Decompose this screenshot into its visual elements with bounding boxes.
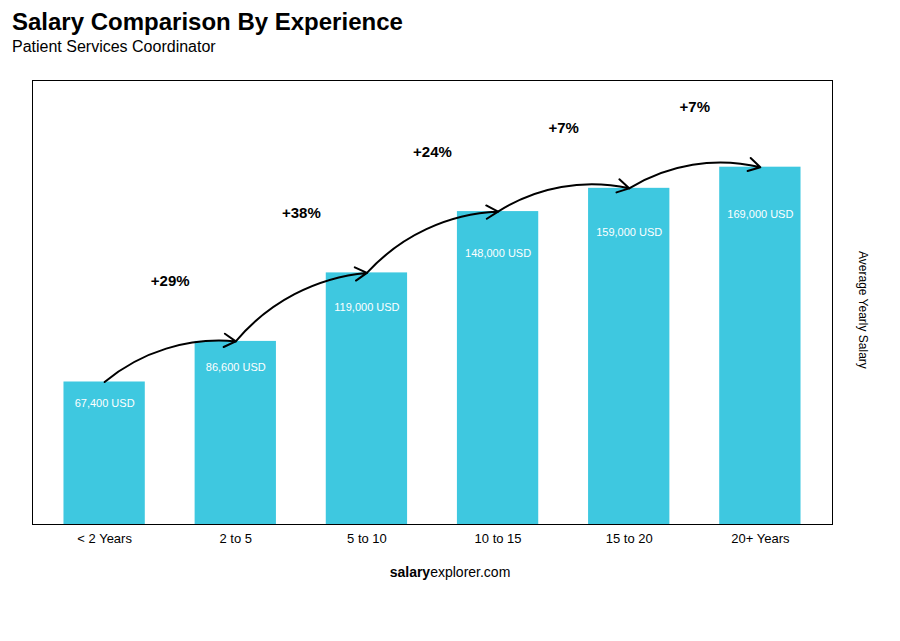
html-text:Average Yearly Salary: Average Yearly Salary (856, 251, 870, 369)
svg-text:+7%: +7% (680, 98, 710, 115)
svg-text:86,600 USD: 86,600 USD (206, 361, 266, 373)
svg-text:20+ Years: 20+ Years (731, 531, 790, 546)
svg-text:10 to 15: 10 to 15 (475, 531, 522, 546)
svg-text:67,400 USD: 67,400 USD (75, 397, 135, 409)
svg-text:5 to 10: 5 to 10 (347, 531, 387, 546)
svg-text:+29%: +29% (151, 272, 190, 289)
svg-text:+38%: +38% (282, 204, 321, 221)
svg-text:+24%: +24% (413, 143, 452, 160)
svg-text:2 to 5: 2 to 5 (220, 531, 253, 546)
svg-text:+7%: +7% (548, 119, 578, 136)
html-text:Patient Services Coordinator: Patient Services Coordinator (12, 38, 216, 55)
html-text:salary explorer.com: salary explorer.com (389, 564, 511, 580)
svg-text:15 to 20: 15 to 20 (606, 531, 653, 546)
svg-text:< 2 Years: < 2 Years (77, 531, 132, 546)
svg-text:159,000 USD: 159,000 USD (596, 226, 662, 238)
svg-text:169,000 USD: 169,000 USD (727, 208, 793, 220)
svg-text:119,000 USD: 119,000 USD (334, 301, 399, 313)
html-text:Salary Comparison By Experienc: Salary Comparison By Experience (12, 8, 403, 35)
svg-text:148,000 USD: 148,000 USD (465, 247, 531, 259)
